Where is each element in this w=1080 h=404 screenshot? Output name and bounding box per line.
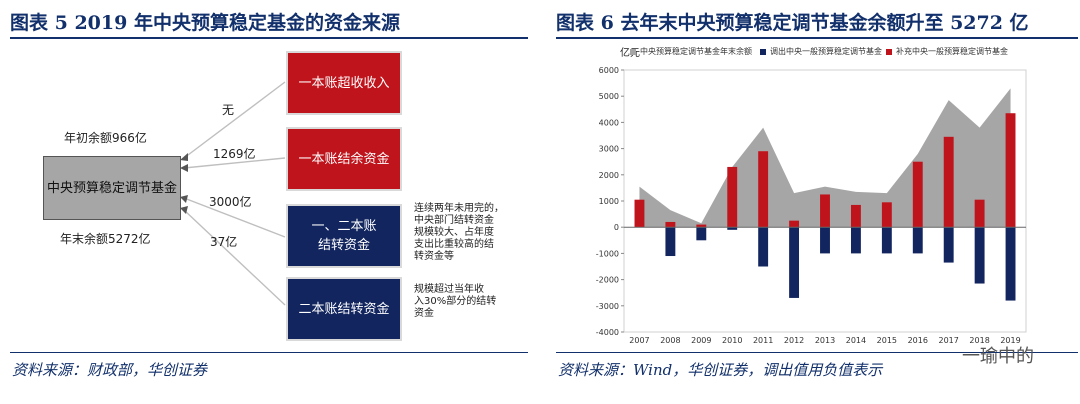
bar-transfer-in bbox=[881, 202, 892, 228]
left-source-rule bbox=[10, 352, 528, 353]
left-panel: 图表 5 2019 年中央预算稳定基金的资金来源 年初余额966亿 中央预算稳定… bbox=[0, 0, 530, 404]
right-panel: 图表 6 去年末中央预算稳定调节基金余额升至 5272 亿 亿元 中央预算稳定调… bbox=[550, 0, 1080, 404]
bar-transfer-out bbox=[727, 227, 738, 230]
arrowhead-1 bbox=[180, 153, 188, 161]
bar-transfer-in bbox=[758, 151, 769, 228]
end-balance-label: 年末余额5272亿 bbox=[60, 232, 151, 246]
x-tick-label: 2013 bbox=[815, 336, 835, 345]
bar-transfer-out bbox=[850, 227, 861, 254]
bar-transfer-in bbox=[820, 194, 830, 228]
y-tick-label: 2000 bbox=[599, 171, 619, 180]
y-tick-label: 1000 bbox=[599, 197, 619, 206]
x-tick-label: 2010 bbox=[722, 336, 742, 345]
x-tick-label: 2017 bbox=[939, 336, 959, 345]
legend-item-out: 调出中央一般预算稳定调节基金 bbox=[760, 46, 882, 57]
x-tick-label: 2014 bbox=[846, 336, 866, 345]
y-tick-label: -3000 bbox=[596, 302, 619, 311]
left-title-rule bbox=[10, 37, 528, 39]
right-title: 图表 6 去年末中央预算稳定调节基金余额升至 5272 亿 bbox=[556, 12, 1029, 34]
connector-1 bbox=[183, 81, 286, 159]
legend-label-out: 调出中央一般预算稳定调节基金 bbox=[770, 47, 882, 56]
y-tick-label: -1000 bbox=[596, 249, 619, 258]
legend-item-balance: 中央预算稳定调节基金年末余额 bbox=[630, 46, 752, 57]
bar-transfer-in bbox=[665, 221, 676, 228]
legend-label-balance: 中央预算稳定调节基金年末余额 bbox=[640, 47, 752, 56]
legend-label-in: 补充中央一般预算稳定调节基金 bbox=[896, 47, 1008, 56]
note-excess: 规模超过当年收 入30%部分的结转 资金 bbox=[414, 284, 497, 319]
bar-transfer-in bbox=[912, 161, 923, 228]
bar-transfer-out bbox=[974, 227, 985, 284]
edge-label-3: 3000亿 bbox=[209, 195, 252, 209]
arrowhead-4 bbox=[180, 206, 188, 214]
legend-swatch-out bbox=[760, 48, 766, 55]
x-tick-label: 2007 bbox=[629, 336, 649, 345]
bar-transfer-out bbox=[820, 227, 830, 254]
source-box-2: 一本账结余资金 bbox=[286, 127, 402, 191]
source-box-1: 一本账超收收入 bbox=[286, 51, 402, 115]
legend-item-in: 补充中央一般预算稳定调节基金 bbox=[886, 46, 1008, 57]
x-tick-label: 2015 bbox=[877, 336, 897, 345]
fund-balance-chart: 6000 5000 4000 3000 2000 1000 0 -1000 -2000 -3000… bbox=[596, 66, 1027, 345]
bar-transfer-in bbox=[634, 199, 645, 228]
bar-transfer-in bbox=[789, 220, 800, 228]
legend-swatch-balance bbox=[630, 48, 636, 55]
y-tick-label: 6000 bbox=[599, 66, 619, 75]
left-title: 图表 5 2019 年中央预算稳定基金的资金来源 bbox=[10, 12, 400, 34]
x-tick-label: 2019 bbox=[1000, 336, 1020, 345]
left-source: 资料来源：财政部，华创证券 bbox=[12, 361, 208, 379]
x-tick-label: 2012 bbox=[784, 336, 804, 345]
connector-4 bbox=[183, 209, 286, 306]
y-tick-label: 3000 bbox=[599, 145, 619, 154]
bar-transfer-out bbox=[789, 227, 800, 298]
y-tick-label: -2000 bbox=[596, 276, 619, 285]
x-tick-label: 2011 bbox=[753, 336, 773, 345]
y-tick-label: 0 bbox=[614, 223, 619, 232]
bar-transfer-out bbox=[696, 227, 707, 241]
source-box-3: 一、二本账 结转资金 bbox=[286, 204, 402, 268]
center-fund-box: 中央预算稳定调节基金 bbox=[43, 156, 181, 220]
x-tick-label: 2008 bbox=[660, 336, 680, 345]
bar-transfer-out bbox=[1005, 227, 1016, 301]
right-source-rule bbox=[556, 352, 1078, 353]
legend-swatch-in bbox=[886, 48, 892, 55]
bar-transfer-out bbox=[943, 227, 954, 263]
watermark: 一瑜中的 bbox=[962, 346, 1034, 367]
bar-transfer-in bbox=[974, 199, 985, 228]
flow-connectors bbox=[180, 81, 286, 306]
edge-label-2: 1269亿 bbox=[213, 147, 256, 161]
bar-transfer-in bbox=[696, 224, 707, 228]
edge-label-4: 37亿 bbox=[210, 235, 238, 249]
x-tick-label: 2018 bbox=[969, 336, 989, 345]
connector-2 bbox=[183, 157, 286, 169]
begin-balance-label: 年初余额966亿 bbox=[64, 131, 147, 145]
source-box-4: 二本账结转资金 bbox=[286, 277, 402, 341]
bar-transfer-in bbox=[1005, 113, 1016, 228]
right-source: 资料来源：Wind，华创证券，调出值用负值表示 bbox=[558, 361, 883, 379]
y-tick-label: -4000 bbox=[596, 328, 619, 337]
y-tick-label: 4000 bbox=[599, 118, 619, 127]
edge-label-1: 无 bbox=[222, 103, 235, 117]
y-tick-label: 5000 bbox=[599, 92, 619, 101]
bar-transfer-in bbox=[850, 204, 861, 228]
bar-transfer-out bbox=[665, 227, 676, 257]
bar-transfer-out bbox=[881, 227, 892, 254]
x-tick-label: 2016 bbox=[908, 336, 928, 345]
x-tick-label: 2009 bbox=[691, 336, 711, 345]
arrowhead-3 bbox=[180, 195, 188, 203]
note-carryover: 连续两年未用完的， 中央部门结转资金 规模较大、占年度 支出比重较高的结 转资金… bbox=[414, 203, 504, 262]
bar-transfer-in bbox=[943, 136, 954, 228]
right-title-rule bbox=[556, 37, 1078, 39]
connector-3 bbox=[183, 197, 286, 238]
arrowhead-2 bbox=[180, 164, 188, 172]
bar-transfer-out bbox=[758, 227, 769, 267]
bar-transfer-out bbox=[912, 227, 923, 254]
bar-transfer-in bbox=[727, 166, 738, 228]
